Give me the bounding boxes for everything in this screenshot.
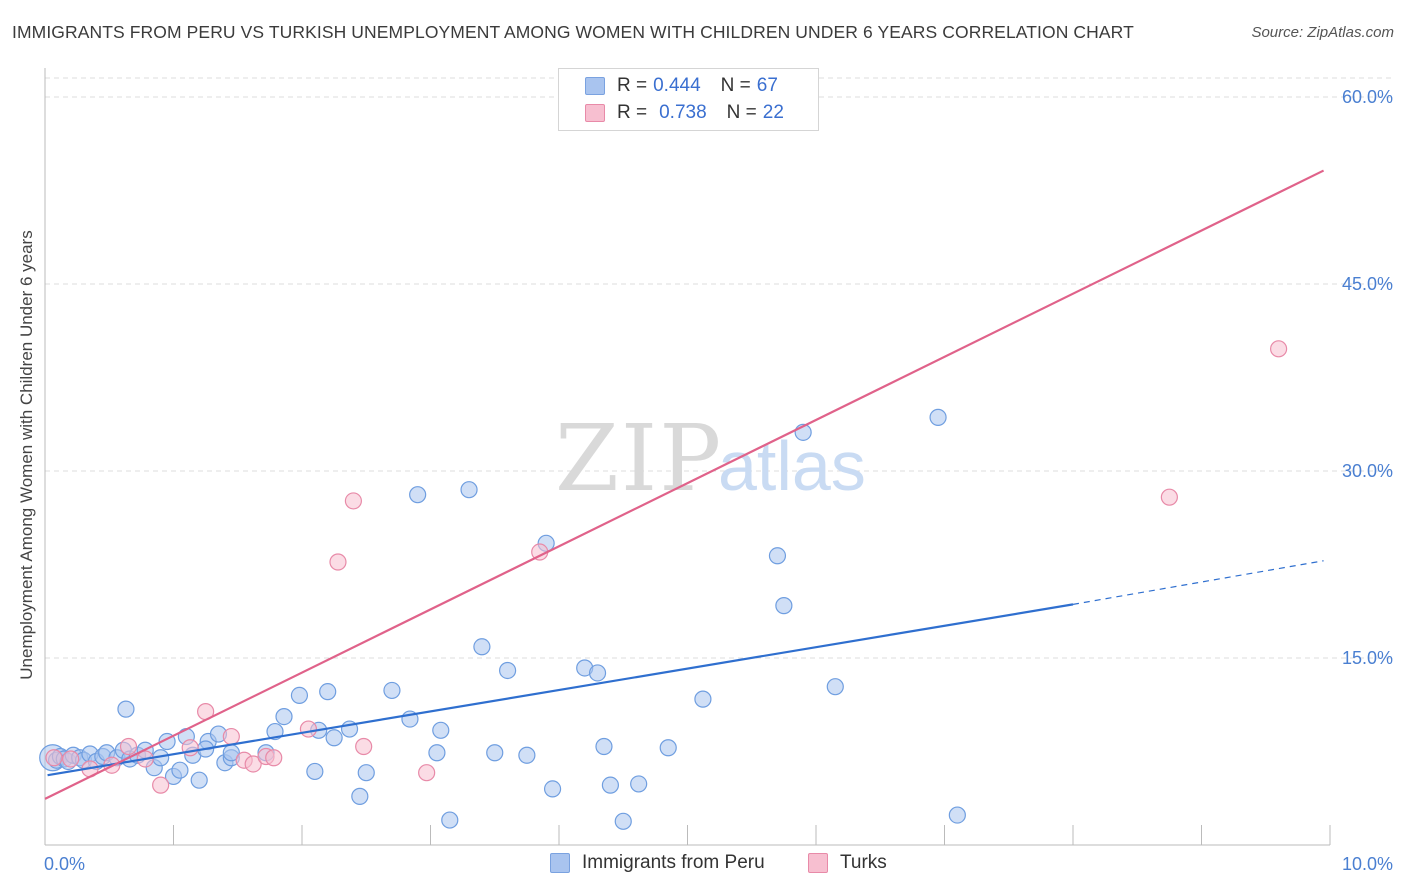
legend-n-label: N =: [720, 75, 751, 96]
bottom-legend-label-turks: Turks: [840, 852, 887, 873]
peru-point: [460, 481, 478, 499]
legend-swatch-turks: [585, 104, 605, 122]
source-label: Source: ZipAtlas.com: [1251, 24, 1394, 41]
turks-point: [152, 776, 170, 794]
legend-r-value: 0.444: [653, 75, 701, 96]
legend-n-label: N =: [726, 102, 757, 123]
legend: R = 0.444 N = 67 R = 0.738 N = 22: [558, 68, 819, 131]
turks-trend-line: [44, 169, 1325, 800]
y-tick-label: 30.0%: [1342, 461, 1393, 481]
peru-point: [659, 739, 677, 757]
tick-labels: 15.0% 30.0% 45.0% 60.0% 0.0% 10.0%: [44, 87, 1393, 874]
bottom-legend: Immigrants from Peru Turks: [0, 852, 1406, 876]
trend-lines: [44, 169, 1325, 800]
peru-point: [432, 721, 450, 739]
peru-point: [473, 638, 491, 656]
peru-point: [694, 690, 712, 708]
peru-point: [357, 764, 375, 782]
turks-point: [1269, 340, 1288, 358]
peru-point: [768, 547, 787, 565]
peru-point: [351, 787, 369, 805]
bottom-legend-peru: Immigrants from Peru: [550, 852, 765, 874]
grid-lines: [45, 77, 1392, 659]
turks-point: [45, 749, 63, 767]
turks-point: [418, 764, 436, 782]
x-tick-label: 10.0%: [1342, 854, 1393, 874]
turks-point: [265, 749, 283, 767]
watermark: ZIP atlas: [555, 405, 866, 512]
legend-swatch-peru: [585, 77, 605, 95]
legend-n-value: 22: [762, 102, 784, 123]
legend-r-value: 0.738: [659, 102, 707, 123]
turks-point: [222, 727, 240, 746]
peru-point: [601, 776, 620, 794]
watermark-atlas: atlas: [718, 427, 866, 505]
bottom-legend-swatch-turks: [808, 853, 828, 873]
y-tick-label: 15.0%: [1342, 648, 1393, 668]
peru-point: [441, 811, 459, 829]
peru-point: [171, 761, 189, 779]
peru-point: [588, 664, 607, 682]
peru-trend-line: [47, 603, 1074, 777]
peru-point: [409, 486, 427, 504]
peru-point: [306, 762, 324, 781]
peru-point: [325, 729, 343, 747]
turks-point: [299, 720, 318, 738]
peru-point: [543, 780, 562, 798]
legend-n-value: 67: [756, 75, 778, 96]
turks-point: [329, 553, 347, 571]
turks-point: [119, 737, 138, 756]
peru-point: [518, 746, 536, 764]
chart-title: IMMIGRANTS FROM PERU VS TURKISH UNEMPLOY…: [12, 22, 1134, 42]
turks-point: [1160, 488, 1178, 506]
peru-point: [630, 775, 648, 793]
peru-point: [929, 408, 947, 426]
peru-point: [117, 700, 135, 718]
turks-point: [344, 492, 362, 510]
peru-point: [290, 686, 309, 705]
bottom-legend-turks: Turks: [808, 852, 887, 874]
legend-r-label: R =: [617, 102, 648, 123]
peru-point: [595, 737, 613, 756]
axes: [44, 68, 1331, 846]
legend-row-peru: R = 0.444 N = 67: [585, 74, 778, 98]
y-tick-label: 60.0%: [1342, 87, 1393, 107]
bottom-legend-swatch-peru: [550, 853, 570, 873]
peru-point: [383, 681, 401, 700]
peru-point: [319, 683, 337, 701]
legend-row-turks: R = 0.738 N = 22: [585, 101, 784, 125]
peru-point: [428, 744, 446, 762]
peru-point: [499, 661, 517, 680]
peru-point: [775, 597, 793, 615]
x-tick-label: 0.0%: [44, 854, 85, 874]
peru-point: [826, 678, 844, 696]
peru-point: [190, 771, 208, 789]
legend-r-label: R =: [617, 75, 648, 96]
watermark-zip: ZIP: [555, 405, 723, 512]
peru-point: [486, 744, 504, 762]
bottom-legend-label-peru: Immigrants from Peru: [582, 852, 765, 873]
turks-point: [355, 737, 373, 756]
peru-trend-extension: [1072, 560, 1324, 605]
peru-point: [948, 806, 966, 824]
y-tick-label: 45.0%: [1342, 274, 1393, 294]
turks-point: [244, 755, 262, 773]
peru-point: [614, 812, 632, 830]
turks-point: [62, 750, 80, 768]
peru-point: [275, 707, 293, 726]
